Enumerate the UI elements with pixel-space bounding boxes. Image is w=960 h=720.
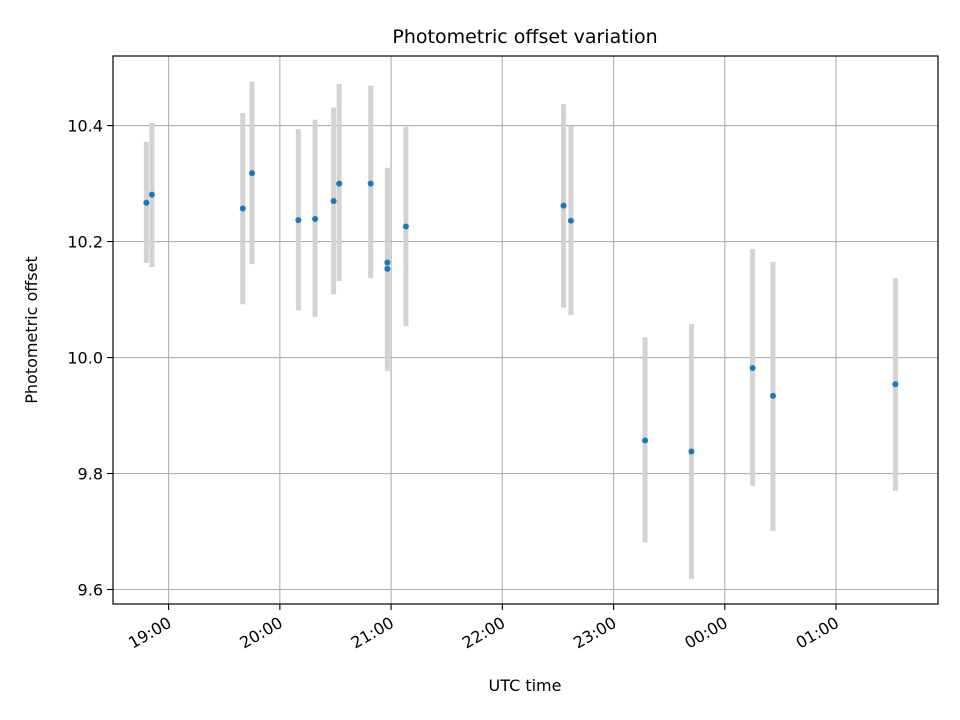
x-tick-label: 20:00 <box>236 613 285 653</box>
data-point <box>148 191 155 198</box>
data-point <box>770 392 776 399</box>
data-point <box>330 197 337 204</box>
y-tick-label: 9.8 <box>78 465 103 484</box>
data-point <box>402 223 409 230</box>
x-axis-label: UTC time <box>489 676 562 695</box>
y-axis-ticks: 9.6 9.8 10.0 10.2 10.4 <box>67 117 113 600</box>
y-tick-label: 10.4 <box>67 117 103 136</box>
y-tick-label: 9.6 <box>78 581 103 600</box>
x-tick-label: 19:00 <box>125 613 174 653</box>
data-point <box>688 448 695 455</box>
data-point <box>249 170 256 177</box>
data-point <box>560 202 567 209</box>
x-tick-label: 00:00 <box>681 613 730 653</box>
x-axis-ticks: 19:00 20:00 21:00 22:00 23:00 00:00 01:00 <box>125 604 842 653</box>
data-point <box>892 381 899 388</box>
data-point <box>336 180 343 187</box>
data-point <box>295 217 302 224</box>
y-axis-label: Photometric offset <box>22 256 41 404</box>
data-point <box>749 364 756 371</box>
chart-title: Photometric offset variation <box>392 26 657 48</box>
data-point <box>642 437 649 444</box>
data-point <box>384 265 391 272</box>
data-points <box>143 170 899 455</box>
data-point <box>384 259 391 266</box>
data-point <box>239 205 246 212</box>
grid-lines <box>113 56 938 604</box>
plot-frame <box>112 55 939 605</box>
y-tick-label: 10.0 <box>67 349 103 368</box>
x-tick-label: 23:00 <box>570 613 619 653</box>
data-point <box>143 199 150 206</box>
x-tick-label: 22:00 <box>459 613 508 653</box>
data-point <box>567 217 574 224</box>
x-tick-label: 21:00 <box>348 613 397 653</box>
error-bars <box>143 81 898 580</box>
data-point <box>367 180 374 187</box>
x-tick-label: 01:00 <box>793 613 842 653</box>
y-tick-label: 10.2 <box>67 233 103 252</box>
data-point <box>312 215 319 222</box>
